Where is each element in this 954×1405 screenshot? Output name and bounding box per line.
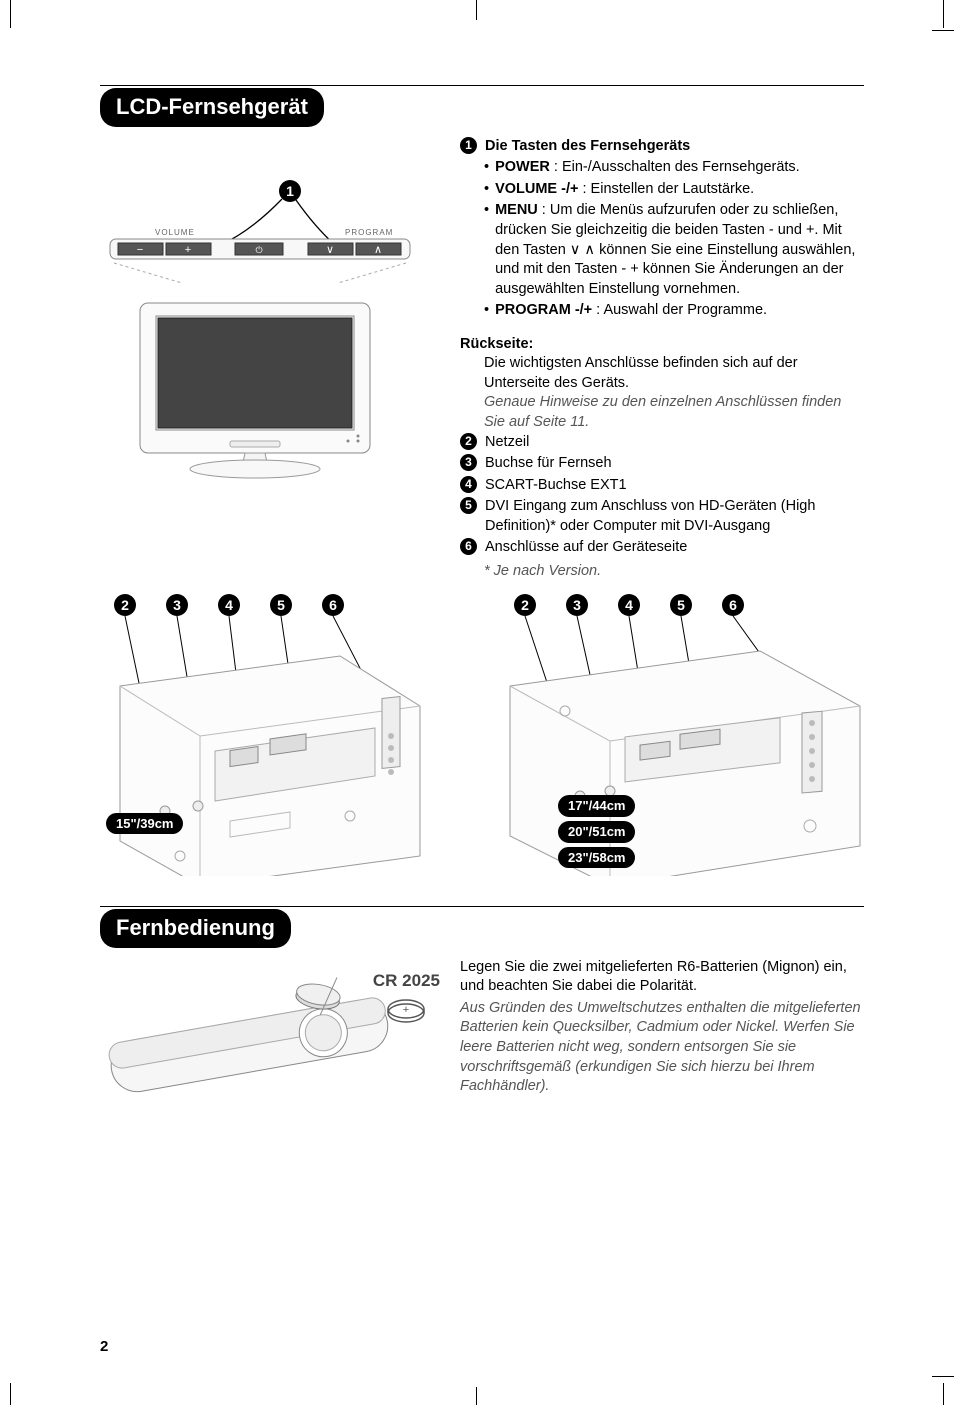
page-number: 2	[100, 1337, 108, 1357]
section2-title: Fernbedienung	[100, 909, 291, 948]
crop-right-top	[932, 30, 954, 31]
rear-p1: Die wichtigsten Anschlüsse befinden sich…	[460, 354, 864, 393]
rear-p2: Genaue Hinweise zu den einzelnen Anschlü…	[460, 393, 864, 432]
remote-p1: Legen Sie die zwei mitgelieferten R6-Bat…	[460, 958, 864, 997]
bullet-volume: • VOLUME -/+ : Einstellen der Lautstärke…	[484, 180, 864, 200]
heading-row-1: 1 Die Tasten des Fernsehgeräts	[460, 137, 864, 157]
bullet-power: • POWER : Ein-/Ausschalten des Fernsehge…	[484, 158, 864, 178]
battery-label-block: CR 2025 +	[373, 970, 440, 1034]
svg-text:VOLUME: VOLUME	[155, 228, 195, 237]
section2-header: Fernbedienung	[100, 906, 864, 948]
battery-label: CR 2025	[373, 970, 440, 993]
section2-rule	[100, 906, 864, 907]
rear-17-callouts: 2 3 4 5 6	[500, 594, 880, 616]
section1-rule	[100, 85, 864, 86]
section1-body: 1 VOLUME PROGRAM − + ⏻ ∨ ∧	[100, 137, 864, 582]
section1-title: LCD-Fernsehgerät	[100, 88, 324, 127]
row-n5: 5DVI Eingang zum Anschluss von HD-Geräte…	[460, 497, 864, 536]
svg-text:+: +	[185, 244, 191, 256]
heading-1: Die Tasten des Fernsehgeräts	[485, 137, 864, 157]
bullets-block: • POWER : Ein-/Ausschalten des Fernsehge…	[460, 158, 864, 321]
remote-diagram-col: CR 2025 +	[100, 958, 440, 1135]
size-15-pill: 15"/39cm	[106, 813, 183, 835]
remote-p2: Aus Gründen des Umweltschutzes enthalten…	[460, 999, 864, 1097]
crop-bot-left	[10, 1383, 11, 1405]
svg-text:⏻: ⏻	[255, 245, 262, 255]
rear-heading: Rückseite:	[460, 335, 864, 355]
size-23-pill: 23"/58cm	[558, 847, 635, 869]
rear-17-block: 2 3 4 5 6	[500, 594, 880, 883]
rear-17-svg	[500, 616, 880, 876]
section1-text: 1 Die Tasten des Fernsehgeräts • POWER :…	[460, 137, 864, 582]
size-17-pill: 17"/44cm	[558, 795, 635, 817]
size-20-pill: 20"/51cm	[558, 821, 635, 843]
svg-text:PROGRAM: PROGRAM	[345, 228, 393, 237]
row-n6: 6Anschlüsse auf der Geräteseite	[460, 538, 864, 558]
rear-15-callouts: 2 3 4 5 6	[100, 594, 470, 616]
svg-text:−: −	[137, 244, 143, 256]
callout-1: 1	[286, 183, 294, 199]
coin-cell-icon: +	[384, 997, 428, 1027]
crop-top-left-v	[10, 0, 11, 28]
tv-diagram-col: 1 VOLUME PROGRAM − + ⏻ ∨ ∧	[100, 137, 440, 582]
row-n2: 2Netzeil	[460, 433, 864, 453]
crop-bot-right	[943, 1383, 944, 1405]
tv-controls-svg: 1 VOLUME PROGRAM − + ⏻ ∨ ∧	[100, 177, 420, 287]
section2-text: Legen Sie die zwei mitgelieferten R6-Bat…	[460, 958, 864, 1135]
crop-top-right	[943, 0, 944, 28]
rear-diagrams-row: 2 3 4 5 6	[100, 594, 864, 883]
crop-bot-center	[476, 1387, 477, 1405]
rear-15-block: 2 3 4 5 6	[100, 594, 470, 883]
svg-text:+: +	[403, 1004, 409, 1016]
crop-right-bot	[932, 1376, 954, 1377]
bullet-menu: • MENU : Um die Menüs aufzurufen oder zu…	[484, 201, 864, 299]
row-n4: 4SCART-Buchse EXT1	[460, 476, 864, 496]
footnote: * Je nach Version.	[460, 562, 864, 582]
section1-header: LCD-Fernsehgerät	[100, 85, 864, 127]
section2-body: CR 2025 + Legen Sie die zwei mitgeliefer…	[100, 958, 864, 1135]
svg-text:∨: ∨	[326, 244, 334, 256]
row-n3: 3Buchse für Fernseh	[460, 454, 864, 474]
tv-front-svg	[100, 293, 420, 493]
svg-text:∧: ∧	[374, 244, 382, 256]
num-1: 1	[460, 137, 477, 154]
crop-top-center	[476, 0, 477, 20]
bullet-program: • PROGRAM -/+ : Auswahl der Programme.	[484, 301, 864, 321]
